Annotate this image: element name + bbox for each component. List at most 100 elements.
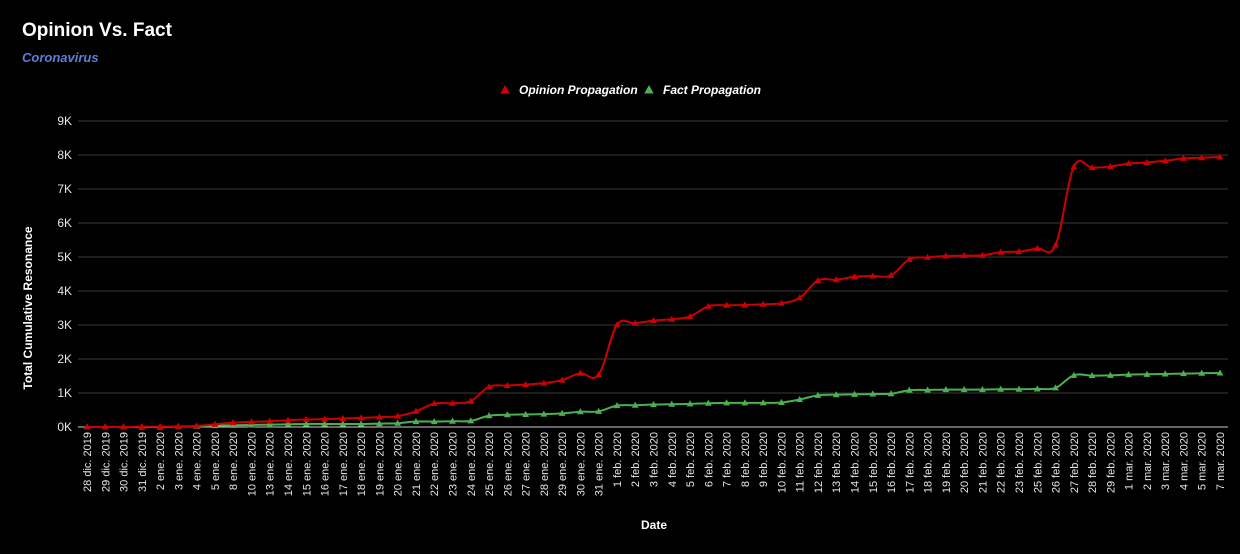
data-point-opinion[interactable] — [558, 376, 566, 383]
data-point-opinion[interactable] — [631, 319, 639, 326]
data-point-opinion[interactable] — [905, 255, 913, 262]
data-point-fact[interactable] — [266, 421, 274, 428]
data-point-fact[interactable] — [1180, 370, 1187, 377]
data-point-opinion[interactable] — [613, 321, 621, 328]
data-point-opinion[interactable] — [229, 418, 237, 426]
data-point-fact[interactable] — [832, 391, 840, 398]
data-point-opinion[interactable] — [375, 413, 383, 420]
data-point-opinion[interactable] — [576, 369, 584, 376]
data-point-fact[interactable] — [357, 420, 365, 427]
data-point-fact[interactable] — [979, 386, 986, 393]
data-point-fact[interactable] — [668, 400, 676, 407]
data-point-fact[interactable] — [686, 400, 694, 407]
data-point-opinion[interactable] — [1070, 163, 1078, 170]
data-point-opinion[interactable] — [503, 381, 511, 389]
data-point-fact[interactable] — [997, 385, 1005, 392]
data-point-opinion[interactable] — [357, 414, 365, 421]
data-point-opinion[interactable] — [83, 423, 91, 430]
data-point-opinion[interactable] — [302, 415, 310, 423]
data-point-fact[interactable] — [887, 390, 895, 397]
data-point-opinion[interactable] — [1216, 153, 1224, 160]
data-point-opinion[interactable] — [430, 399, 438, 407]
data-point-fact[interactable] — [942, 386, 950, 393]
data-point-fact[interactable] — [321, 420, 328, 427]
data-point-opinion[interactable] — [120, 423, 127, 430]
data-point-opinion[interactable] — [321, 415, 328, 422]
data-point-opinion[interactable] — [1088, 163, 1096, 171]
data-point-fact[interactable] — [814, 391, 822, 398]
data-point-fact[interactable] — [796, 395, 804, 402]
data-point-opinion[interactable] — [668, 315, 676, 322]
data-point-opinion[interactable] — [1161, 157, 1169, 164]
data-point-opinion[interactable] — [887, 271, 895, 278]
data-point-opinion[interactable] — [522, 380, 530, 388]
data-point-fact[interactable] — [430, 417, 438, 425]
data-point-fact[interactable] — [631, 401, 639, 408]
data-point-fact[interactable] — [723, 399, 731, 406]
data-point-opinion[interactable] — [796, 294, 804, 301]
data-point-fact[interactable] — [1033, 385, 1041, 392]
data-point-opinion[interactable] — [704, 302, 712, 309]
data-point-fact[interactable] — [1070, 371, 1078, 378]
data-point-fact[interactable] — [412, 417, 420, 425]
data-point-fact[interactable] — [650, 400, 657, 408]
data-point-opinion[interactable] — [832, 276, 840, 283]
data-point-fact[interactable] — [375, 420, 383, 427]
data-point-opinion[interactable] — [869, 272, 877, 279]
data-point-opinion[interactable] — [1198, 154, 1206, 161]
data-point-opinion[interactable] — [814, 276, 822, 283]
data-point-fact[interactable] — [1161, 370, 1169, 377]
data-point-fact[interactable] — [540, 410, 548, 417]
data-point-fact[interactable] — [485, 412, 493, 419]
data-point-opinion[interactable] — [193, 422, 201, 429]
legend-opinion-label[interactable]: Opinion Propagation — [519, 83, 638, 97]
data-point-fact[interactable] — [522, 410, 530, 417]
data-point-opinion[interactable] — [723, 301, 731, 308]
data-point-fact[interactable] — [503, 411, 511, 418]
data-point-fact[interactable] — [1088, 372, 1096, 379]
legend-fact-label[interactable]: Fact Propagation — [663, 83, 761, 97]
data-point-opinion[interactable] — [266, 417, 274, 424]
data-point-opinion[interactable] — [1125, 159, 1133, 167]
data-point-opinion[interactable] — [156, 423, 164, 430]
data-point-opinion[interactable] — [1106, 162, 1114, 170]
data-point-opinion[interactable] — [284, 416, 292, 423]
data-point-fact[interactable] — [777, 398, 785, 406]
data-point-opinion[interactable] — [449, 399, 456, 406]
data-point-opinion[interactable] — [595, 371, 603, 378]
data-point-opinion[interactable] — [851, 273, 858, 280]
data-point-fact[interactable] — [741, 399, 749, 406]
data-point-opinion[interactable] — [1143, 158, 1151, 165]
data-point-fact[interactable] — [1198, 369, 1206, 376]
data-point-opinion[interactable] — [540, 379, 548, 386]
data-point-fact[interactable] — [558, 409, 566, 416]
data-point-fact[interactable] — [1052, 384, 1059, 391]
data-point-opinion[interactable] — [248, 418, 255, 425]
data-point-opinion[interactable] — [741, 301, 749, 308]
data-point-opinion[interactable] — [101, 423, 109, 430]
data-point-fact[interactable] — [851, 390, 858, 397]
data-point-fact[interactable] — [924, 386, 932, 393]
data-point-opinion[interactable] — [467, 397, 475, 404]
data-point-fact[interactable] — [284, 420, 292, 427]
data-point-opinion[interactable] — [1015, 247, 1023, 255]
data-point-opinion[interactable] — [650, 316, 657, 324]
data-point-opinion[interactable] — [942, 252, 950, 259]
data-point-fact[interactable] — [704, 399, 712, 406]
data-point-fact[interactable] — [595, 407, 603, 414]
data-point-fact[interactable] — [905, 386, 913, 393]
data-point-opinion[interactable] — [1052, 241, 1059, 248]
data-point-fact[interactable] — [449, 417, 456, 424]
data-point-opinion[interactable] — [485, 383, 493, 390]
data-point-fact[interactable] — [869, 390, 877, 397]
data-point-opinion[interactable] — [138, 423, 146, 430]
data-point-fact[interactable] — [339, 420, 347, 427]
data-point-opinion[interactable] — [1033, 244, 1041, 252]
data-point-fact[interactable] — [1125, 371, 1133, 378]
data-point-opinion[interactable] — [759, 300, 767, 307]
data-point-fact[interactable] — [394, 419, 402, 426]
data-point-opinion[interactable] — [211, 420, 219, 427]
data-point-fact[interactable] — [960, 386, 968, 393]
data-point-fact[interactable] — [576, 408, 584, 415]
data-point-fact[interactable] — [467, 417, 475, 424]
